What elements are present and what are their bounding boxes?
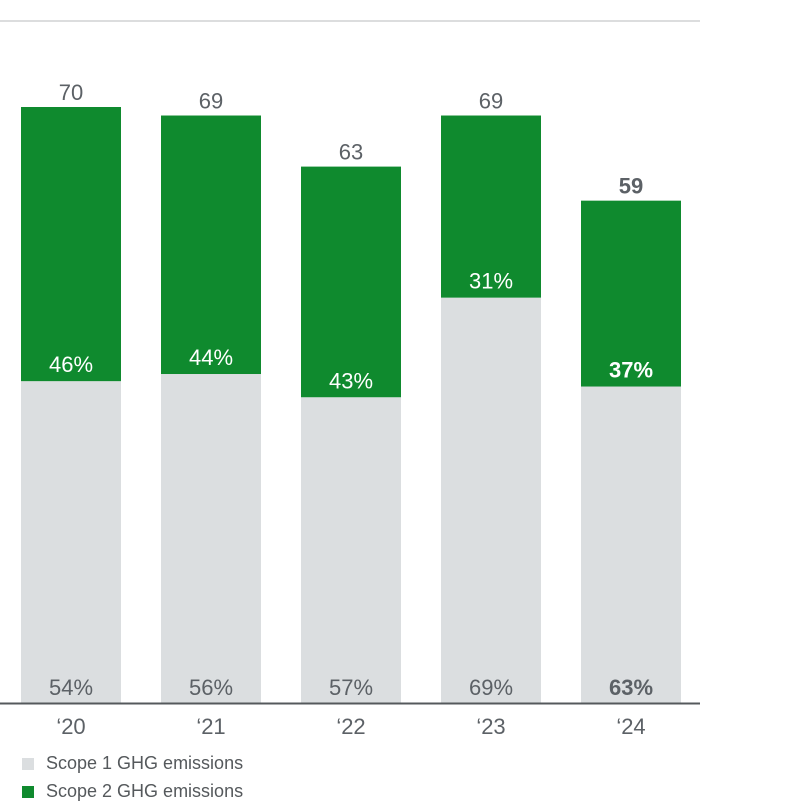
total-label-0: 70 (59, 80, 83, 105)
bar-scope-1-0 (21, 381, 121, 703)
scope-2-percent-label-1: 44% (189, 345, 233, 370)
scope-1-percent-label-4: 63% (609, 675, 653, 700)
x-tick-label-1: ‘21 (196, 714, 225, 739)
scope-1-percent-label-1: 56% (189, 675, 233, 700)
x-tick-label-3: ‘23 (476, 714, 505, 739)
legend-swatch-scope-1 (22, 757, 34, 770)
scope-2-percent-label-3: 31% (469, 269, 513, 294)
bar-scope-1-4 (581, 386, 681, 703)
scope-2-percent-label-4: 37% (609, 358, 653, 383)
bar-scope-2-0 (21, 107, 121, 382)
scope-1-percent-label-2: 57% (329, 675, 373, 700)
total-label-4: 59 (619, 174, 643, 199)
total-label-1: 69 (199, 89, 223, 114)
legend-label-scope-1: Scope 1 GHG emissions (46, 753, 244, 773)
bar-scope-2-3 (441, 115, 541, 298)
scope-2-percent-label-0: 46% (49, 352, 93, 377)
legend-item-scope-2: Scope 2 GHG emissions (22, 781, 243, 802)
scope-1-percent-label-3: 69% (469, 675, 513, 700)
scope-1-percent-label-0: 54% (49, 675, 93, 700)
x-tick-label-2: ‘22 (336, 714, 365, 739)
bar-scope-2-2 (301, 166, 401, 398)
x-tick-label-0: ‘20 (56, 714, 85, 739)
bar-scope-2-4 (581, 200, 681, 387)
bar-scope-1-1 (161, 374, 261, 703)
legend-swatch-scope-2 (22, 785, 34, 798)
bar-scope-2-1 (161, 115, 261, 375)
bar-scope-1-3 (441, 297, 541, 703)
bar-scope-1-2 (301, 397, 401, 703)
scope-2-percent-label-2: 43% (329, 368, 373, 393)
total-label-2: 63 (339, 140, 363, 165)
legend-label-scope-2: Scope 2 GHG emissions (46, 781, 244, 801)
legend-item-scope-1: Scope 1 GHG emissions (22, 753, 243, 774)
x-tick-label-4: ‘24 (616, 714, 645, 739)
total-label-3: 69 (479, 89, 503, 114)
